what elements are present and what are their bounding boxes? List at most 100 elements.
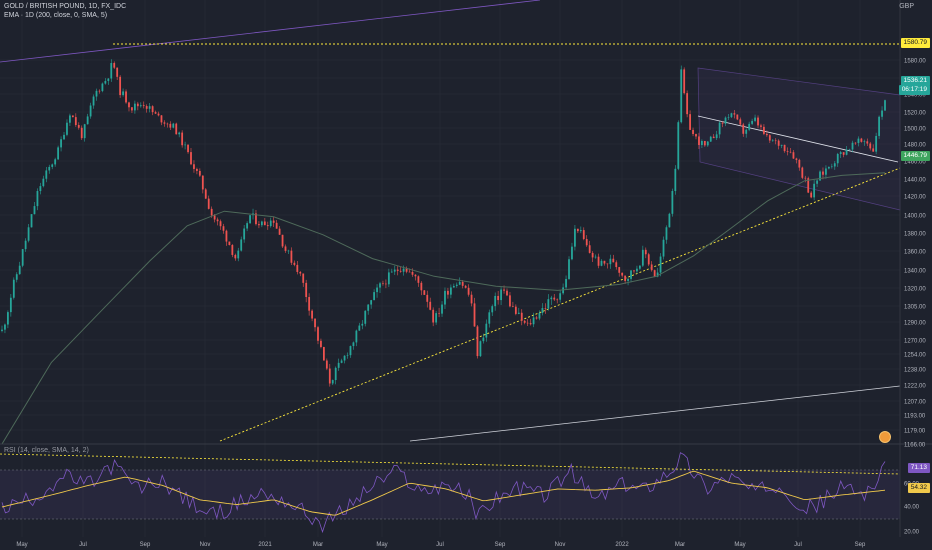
candle-body: [801, 167, 804, 178]
alert-icon[interactable]: [879, 431, 891, 443]
time-axis-label: May: [734, 542, 745, 548]
candle-body: [665, 227, 668, 240]
candle-body: [207, 198, 210, 209]
candle-body: [33, 206, 36, 215]
candle-body: [131, 107, 133, 111]
candle-body: [476, 326, 479, 357]
candle-body: [198, 170, 201, 176]
candle-body: [122, 91, 124, 96]
channel-midline: [697, 115, 899, 163]
time-axis-label: Mar: [313, 542, 323, 548]
candle-body: [429, 301, 432, 310]
candle-body: [157, 113, 160, 116]
candle-body: [83, 124, 86, 139]
candle-body: [612, 258, 615, 263]
lower-ray: [409, 385, 901, 442]
price-axis-label: 1340.00: [904, 269, 926, 275]
candle-body: [813, 183, 816, 198]
candle-body: [588, 245, 591, 253]
candle-body: [825, 168, 827, 175]
candle-body: [432, 309, 435, 323]
candle-body: [833, 163, 836, 167]
candle-body: [757, 117, 759, 126]
candle-body: [579, 230, 582, 232]
time-axis-label: Sep: [140, 542, 151, 548]
candle-body: [857, 138, 860, 143]
candle-body: [266, 225, 269, 227]
candle-body: [641, 249, 644, 266]
candle-body: [172, 123, 175, 128]
candle-body: [875, 135, 878, 152]
candle-body: [621, 272, 624, 276]
price-axis-label: 1193.00: [904, 414, 926, 420]
price-axis-label: 1222.00: [904, 384, 926, 390]
candle-body: [260, 221, 263, 226]
candle-body: [204, 189, 207, 199]
candle-body: [222, 226, 225, 231]
candle-body: [216, 219, 219, 222]
candle-body: [4, 324, 6, 330]
candle-body: [748, 123, 751, 130]
candle-body: [600, 260, 603, 266]
price-axis-label: 1254.00: [904, 353, 926, 359]
rsi-line: [1, 452, 886, 534]
candle-body: [113, 63, 116, 68]
candle-body: [647, 254, 650, 265]
candle-body: [160, 115, 163, 123]
candle-body: [302, 273, 305, 283]
symbol-legend[interactable]: GOLD / BRITISH POUND, 1D, FX_IDC: [4, 3, 127, 10]
candle-body: [364, 310, 367, 324]
candle-body: [39, 186, 42, 192]
candle-body: [181, 132, 184, 146]
candle-body: [402, 268, 405, 272]
candle-body: [92, 96, 95, 106]
candle-body: [777, 140, 780, 146]
candle-body: [807, 178, 810, 193]
candle-body: [497, 295, 500, 301]
candle-body: [263, 221, 266, 226]
candle-body: [60, 139, 62, 148]
candle-body: [337, 362, 340, 368]
candle-body: [851, 142, 854, 150]
candle-body: [71, 115, 74, 118]
candle-body: [701, 140, 703, 145]
candle-body: [553, 297, 556, 300]
time-axis-label: Jul: [79, 542, 87, 548]
rsi-legend[interactable]: RSI (14, close, SMA, 14, 2): [4, 447, 89, 454]
candle-body: [709, 136, 712, 142]
candle-body: [780, 144, 783, 146]
candle-body: [671, 191, 674, 214]
ema-legend[interactable]: EMA · 1D (200, close, 0, SMA, 5): [4, 12, 108, 19]
candle-body: [677, 122, 680, 169]
candle-body: [683, 69, 686, 94]
candle-body: [765, 133, 768, 136]
price-axis-label: 1270.00: [904, 339, 926, 345]
candle-body: [544, 308, 547, 309]
candle-body: [125, 91, 127, 103]
candle-body: [219, 221, 222, 227]
currency-label[interactable]: GBP: [899, 3, 914, 10]
price-axis[interactable]: 1580.001560.001540.001520.001500.001480.…: [904, 59, 926, 449]
candle-body: [514, 306, 517, 314]
candle-body: [275, 222, 278, 229]
candle-body: [272, 220, 275, 223]
candle-body: [730, 113, 733, 118]
candle-body: [482, 337, 485, 342]
candle-body: [352, 342, 355, 347]
time-axis-label: Sep: [855, 542, 866, 548]
time-axis-label: Mar: [675, 542, 685, 548]
candle-body: [872, 148, 875, 152]
candle-body: [574, 228, 576, 247]
candle-body: [18, 265, 21, 275]
candle-body: [550, 297, 553, 300]
time-axis-label: Jul: [436, 542, 444, 548]
candle-body: [305, 282, 308, 298]
candle-body: [644, 249, 647, 255]
candle-body: [860, 138, 863, 142]
candle-body: [760, 125, 762, 127]
candle-body: [151, 106, 154, 113]
time-axis[interactable]: May Jul Sep Nov 2021 Mar May Jul Sep Nov 2022 Mar Ma…: [16, 542, 866, 548]
candle-body: [441, 304, 443, 314]
candle-body: [692, 129, 694, 135]
